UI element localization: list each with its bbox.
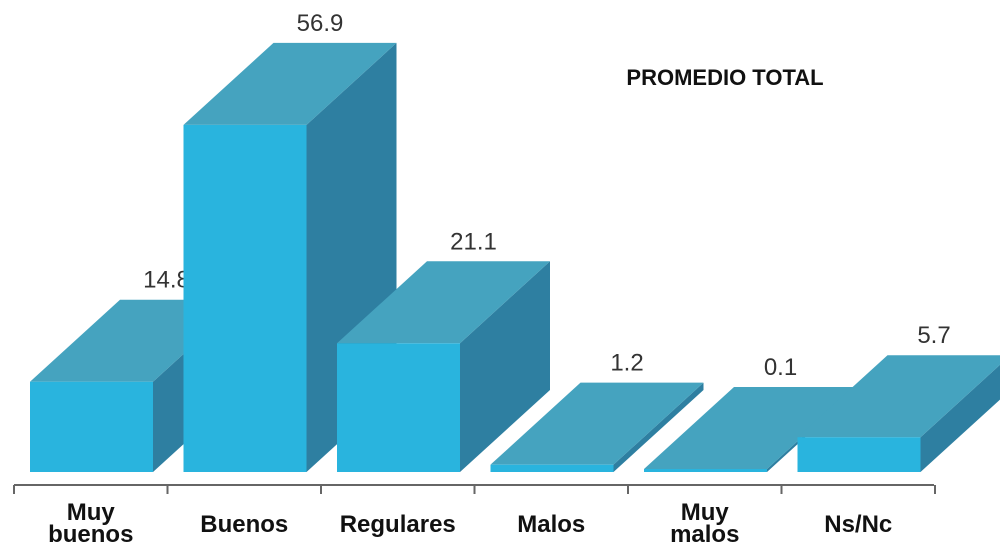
value-label: 5.7 (917, 322, 950, 349)
value-label: 0.1 (764, 354, 797, 381)
value-label: 56.9 (297, 10, 344, 37)
category-label: Malos (517, 511, 585, 538)
bar-top-face (797, 355, 1000, 438)
value-label: 1.2 (610, 350, 643, 377)
category-label: Buenos (200, 511, 288, 538)
bar-front-face (337, 343, 460, 472)
bar-front-face (644, 469, 767, 472)
bar-5: 5.7 (797, 322, 1000, 472)
bar-1: 56.9 (183, 10, 397, 472)
bar-top-face (644, 387, 857, 469)
bars-group: 14.8 56.9 21.1 1.2 0.1 5.7 (30, 10, 1000, 472)
bar-side-face (613, 382, 704, 472)
bar-front-face (490, 464, 614, 472)
value-label: 14.8 (143, 267, 190, 294)
bar-side-face (460, 261, 550, 472)
category-label: Muy buenos (48, 499, 133, 548)
bar-front-face (797, 437, 921, 472)
bar-side-face (920, 364, 1000, 472)
bar-top-face (183, 42, 397, 125)
bar-front-face (30, 381, 153, 472)
category-label: Regulares (340, 511, 456, 538)
category-label: Muy malos (670, 499, 739, 548)
category-label: Ns/Nc (824, 511, 892, 538)
chart-title: PROMEDIO TOTAL (626, 65, 823, 90)
bar-top-face (337, 261, 550, 344)
value-label: 21.1 (450, 228, 497, 255)
bar-top-face (490, 382, 704, 465)
bar-2: 21.1 (337, 228, 550, 472)
bar-3: 1.2 (490, 350, 704, 472)
category-labels: Muy buenos Buenos Regulares Malos Muy malos Ns/… (48, 499, 892, 548)
bar-front-face (183, 124, 307, 472)
x-axis (13, 484, 936, 494)
